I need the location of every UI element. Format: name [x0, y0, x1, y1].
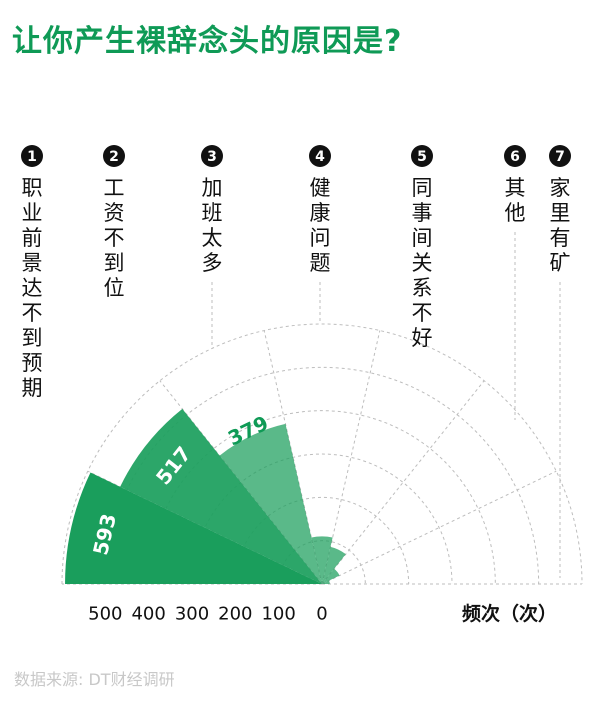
category-label-char: 资 [104, 201, 125, 225]
category-label-char: 题 [310, 251, 331, 275]
grid-arc [148, 410, 496, 585]
category-number-badge [504, 145, 526, 167]
category-label-char: 其 [505, 176, 526, 200]
axis-tick-label: 400 [131, 604, 165, 625]
category-label-char: 里 [550, 201, 571, 225]
category-label-char: 康 [310, 201, 331, 225]
category-label-char: 业 [22, 201, 43, 225]
category-label-char: 加 [202, 176, 223, 200]
category-label-char: 到 [22, 326, 43, 350]
category-number-badge [411, 145, 433, 167]
category-label-char: 不 [104, 226, 125, 250]
category-label-char: 班 [202, 201, 223, 225]
category-label-char: 太 [202, 226, 223, 250]
category-number: 2 [109, 149, 119, 165]
category-number-badge [309, 145, 331, 167]
axis-tick-label: 0 [316, 604, 327, 625]
bar-4 [311, 536, 333, 584]
category-label-char: 工 [104, 176, 125, 200]
chart-title: 让你产生裸辞念头的原因是? [12, 24, 403, 59]
grid-spoke [321, 470, 557, 585]
category-label-char: 预 [22, 351, 43, 375]
category-number: 6 [510, 149, 520, 165]
category-label-char: 事 [412, 201, 433, 225]
category-label-6: 其他 [505, 176, 526, 225]
category-label-char: 关 [412, 251, 433, 275]
category-number-badge [103, 145, 125, 167]
category-label-char: 同 [412, 176, 433, 200]
category-label-char: 好 [412, 326, 433, 350]
category-number: 7 [555, 149, 565, 165]
category-number-badge [21, 145, 43, 167]
bar-5 [322, 546, 346, 584]
category-label-char: 不 [412, 301, 433, 325]
data-source: 数据来源: DT财经调研 [14, 670, 175, 689]
bar-1 [65, 472, 323, 584]
axis-tick-label: 300 [175, 604, 209, 625]
category-label-char: 职 [22, 176, 43, 200]
category-labels: 1职业前景达不到预期2工资不到位3加班太多4健康问题5同事间关系不好6其他7家里… [21, 145, 571, 400]
category-label-char: 家 [550, 176, 571, 200]
category-label-char: 位 [104, 276, 125, 300]
category-label-char: 达 [22, 276, 43, 300]
category-number-badge [201, 145, 223, 167]
axis-tick-label: 200 [218, 604, 252, 625]
category-label-char: 健 [310, 176, 331, 200]
category-number: 4 [315, 149, 325, 165]
grid-spoke [321, 380, 485, 585]
bar-2 [120, 408, 322, 584]
axis-label: 频次（次） [462, 602, 557, 625]
category-label-char: 不 [22, 301, 43, 325]
category-label-char: 矿 [550, 251, 571, 275]
category-label-char: 多 [202, 251, 223, 275]
category-number: 1 [27, 149, 37, 165]
bar-6 [322, 568, 340, 584]
category-label-char: 问 [310, 226, 331, 250]
bars [65, 408, 346, 584]
category-label-char: 他 [505, 201, 526, 225]
radial-axis: 500 400 300 200 100 0 频次（次） [88, 602, 557, 625]
category-label-char: 景 [22, 251, 43, 275]
category-label-char: 前 [22, 226, 43, 250]
category-number: 3 [207, 149, 217, 165]
category-label-char: 到 [104, 251, 125, 275]
axis-tick-label: 500 [88, 604, 122, 625]
category-number: 5 [417, 149, 427, 165]
leader-lines [211, 232, 561, 578]
category-label-char: 有 [550, 226, 571, 250]
category-label-char: 期 [22, 376, 43, 400]
axis-tick-label: 100 [261, 604, 295, 625]
category-label-char: 系 [412, 276, 433, 300]
bar-7 [322, 580, 330, 584]
bar-3 [219, 423, 322, 584]
grid-arc [61, 323, 583, 585]
category-label-char: 间 [412, 226, 433, 250]
category-number-badge [549, 145, 571, 167]
